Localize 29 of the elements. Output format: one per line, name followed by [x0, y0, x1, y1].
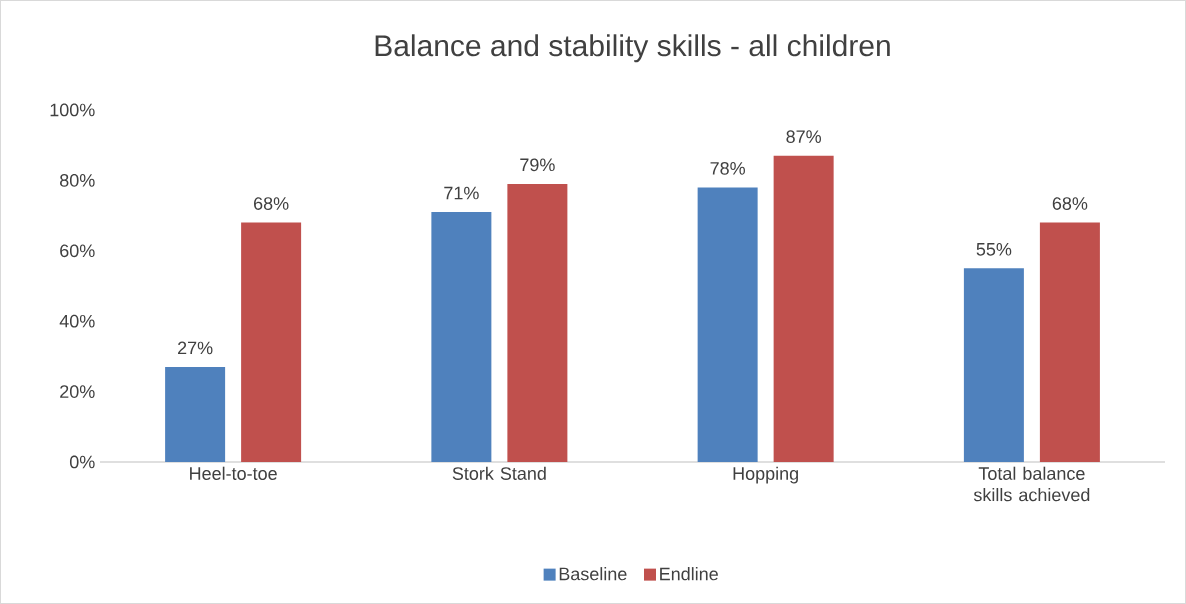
bar — [1039, 222, 1100, 462]
data-label: 55% — [976, 243, 1012, 256]
data-label: 27% — [178, 341, 213, 355]
legend-label: Endline — [660, 567, 718, 581]
bar — [773, 155, 834, 462]
y-tick-label: 100% — [50, 103, 95, 117]
x-tick-label: Hopping — [733, 466, 798, 484]
y-tick-label: 60% — [60, 244, 95, 258]
y-tick-label: 0% — [69, 455, 95, 469]
data-label: 78% — [710, 161, 746, 175]
y-tick-label: 20% — [60, 385, 95, 398]
y-tick-label: 80% — [60, 174, 95, 187]
legend-label: Baseline — [559, 567, 627, 581]
chart-title: Balance and stability skills - all children — [375, 34, 890, 63]
x-tick-label: Heel-to-toe — [190, 466, 277, 480]
data-label: 87% — [786, 130, 822, 144]
bar — [507, 183, 568, 462]
bar — [963, 268, 1024, 462]
bar — [241, 222, 302, 462]
bar — [431, 212, 492, 462]
data-label: 71% — [444, 186, 479, 200]
data-label: 68% — [254, 197, 289, 210]
y-tick-label: 40% — [59, 314, 95, 328]
bar — [697, 187, 758, 462]
x-tick-label: Stork Stand — [452, 466, 546, 480]
data-label: 68% — [1052, 197, 1088, 210]
bar — [165, 366, 226, 462]
data-label: 79% — [520, 158, 555, 172]
x-tick-label: Total balance skills achieved — [973, 466, 1090, 502]
